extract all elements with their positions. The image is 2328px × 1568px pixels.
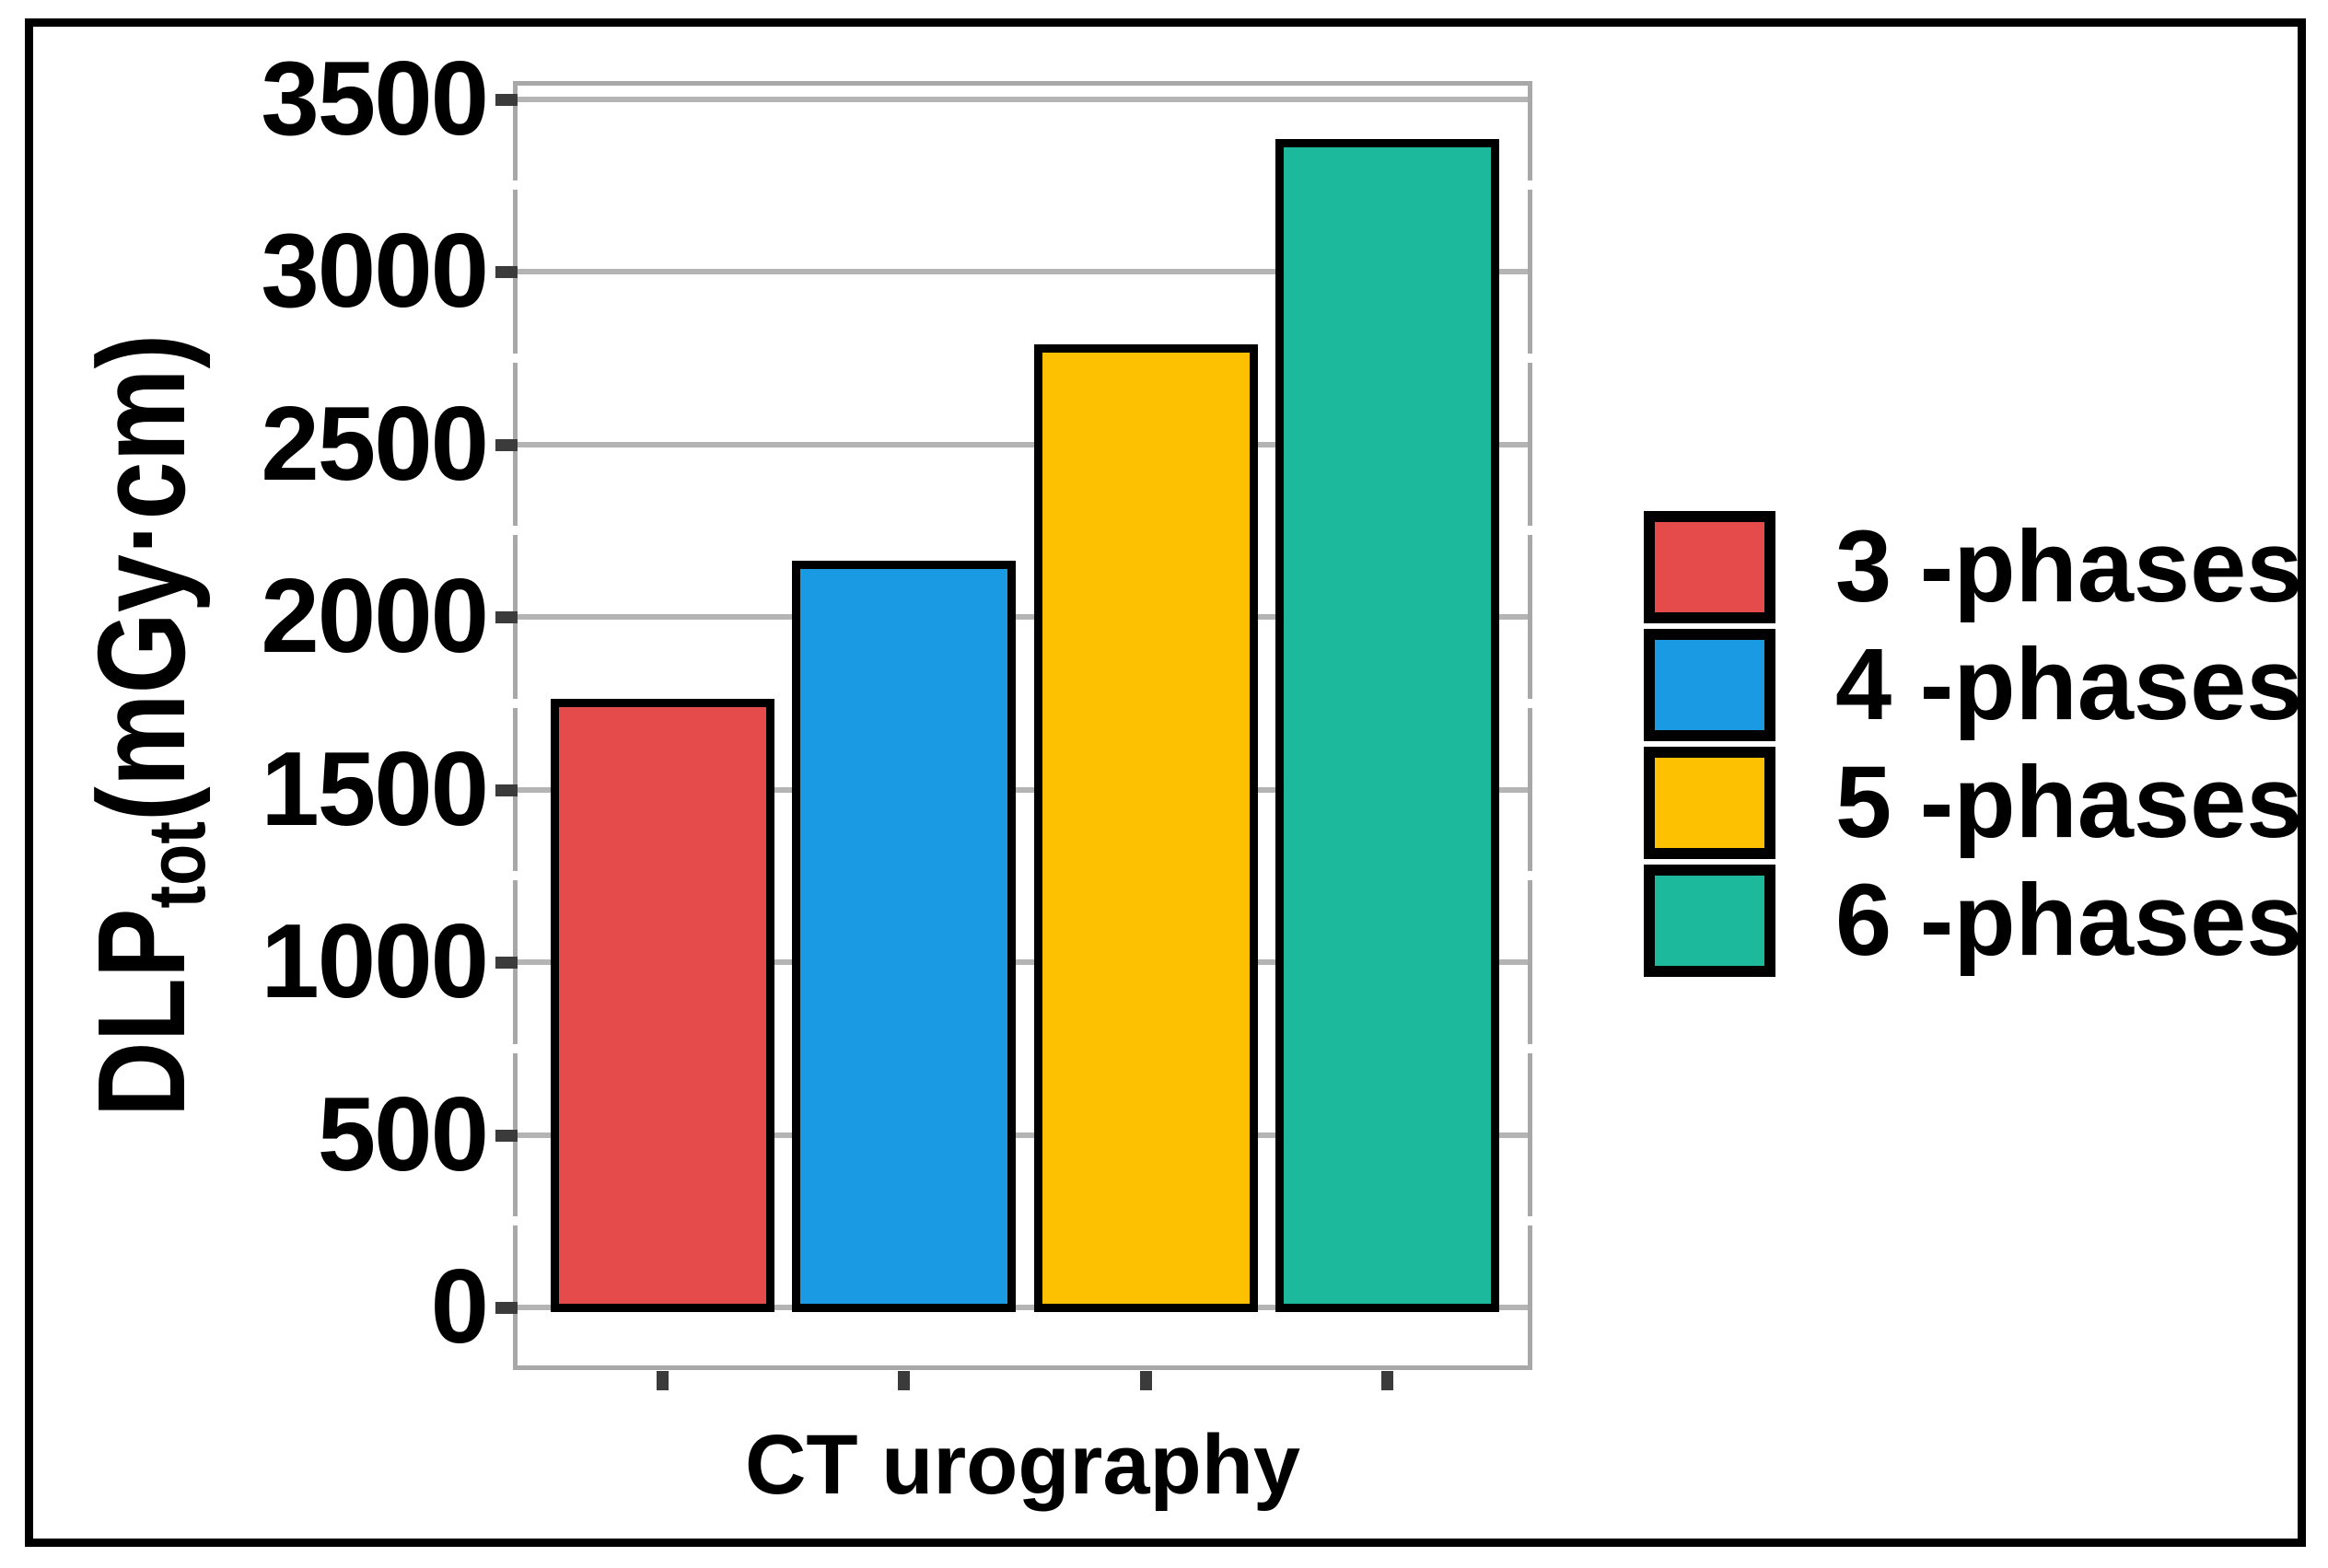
- minor-notch-right-1750: [1528, 698, 1532, 708]
- bar-6-phases: [1275, 139, 1499, 1312]
- bar-5-phases: [1033, 344, 1258, 1312]
- gridline-2500: [518, 441, 1528, 447]
- legend-label-6-phases: 6 -phases: [1835, 864, 2303, 977]
- y-tick-1000: [495, 957, 518, 969]
- minor-notch-left-2250: [513, 526, 518, 536]
- legend-swatch-4-phases: [1644, 629, 1775, 741]
- minor-notch-left-750: [513, 1043, 518, 1053]
- bar-4-phases: [791, 560, 1016, 1312]
- minor-notch-right-250: [1528, 1216, 1532, 1226]
- x-tick-3: [1140, 1371, 1152, 1390]
- x-axis-label: CT urography: [744, 1418, 1301, 1512]
- y-tick-1500: [495, 784, 518, 796]
- minor-notch-left-250: [513, 1216, 518, 1226]
- gridline-2000: [518, 614, 1528, 620]
- gridline-3000: [518, 269, 1528, 274]
- gridline-1500: [518, 786, 1528, 793]
- y-tick-500: [495, 1129, 518, 1142]
- y-tick-label-1500: 1500: [261, 730, 489, 848]
- legend-swatch-3-phases: [1644, 511, 1775, 623]
- legend-label-4-phases: 4 -phases: [1835, 628, 2303, 741]
- x-tick-1: [657, 1371, 669, 1390]
- y-axis-label-main: DLP: [72, 908, 211, 1118]
- y-tick-2500: [495, 438, 518, 451]
- legend-swatch-6-phases: [1644, 865, 1775, 977]
- minor-notch-left-1250: [513, 871, 518, 881]
- minor-notch-right-2750: [1528, 353, 1532, 363]
- legend-swatch-5-phases: [1644, 747, 1775, 859]
- y-tick-label-0: 0: [430, 1249, 489, 1365]
- plot-panel: [513, 81, 1532, 1370]
- y-tick-label-3500: 3500: [261, 40, 489, 157]
- gridline-1000: [518, 959, 1528, 965]
- minor-notch-left-3250: [513, 180, 518, 191]
- minor-notch-right-750: [1528, 1043, 1532, 1053]
- legend-label-3-phases: 3 -phases: [1835, 510, 2303, 623]
- gridline-0: [518, 1305, 1528, 1310]
- minor-notch-left-1750: [513, 698, 518, 708]
- bar-3-phases: [550, 698, 774, 1312]
- minor-notch-right-1250: [1528, 871, 1532, 881]
- minor-notch-right-3250: [1528, 180, 1532, 191]
- minor-notch-right-2250: [1528, 526, 1532, 536]
- x-tick-2: [898, 1371, 910, 1390]
- y-tick-2000: [495, 611, 518, 623]
- gridline-500: [518, 1132, 1528, 1138]
- y-axis-label-subscript: tot: [131, 821, 222, 909]
- y-axis-label: DLPtot(mGy·cm): [54, 68, 229, 1383]
- gridline-3500: [518, 96, 1528, 102]
- figure-border: 0 500 1000 1500 2000 2500 3000 3500 DLPtot(mGy·…: [25, 18, 2306, 1547]
- y-tick-3500: [495, 93, 518, 106]
- y-tick-label-1000: 1000: [261, 903, 489, 1020]
- y-tick-0: [495, 1302, 518, 1314]
- x-tick-4: [1381, 1371, 1393, 1390]
- y-tick-label-2000: 2000: [261, 558, 489, 675]
- y-tick-label-500: 500: [317, 1075, 489, 1193]
- minor-notch-left-2750: [513, 353, 518, 363]
- y-tick-3000: [495, 266, 518, 278]
- y-axis-label-unit: (mGy·cm): [72, 333, 211, 822]
- y-tick-label-2500: 2500: [261, 385, 489, 503]
- y-tick-label-3000: 3000: [261, 213, 489, 330]
- legend-label-5-phases: 5 -phases: [1835, 746, 2303, 859]
